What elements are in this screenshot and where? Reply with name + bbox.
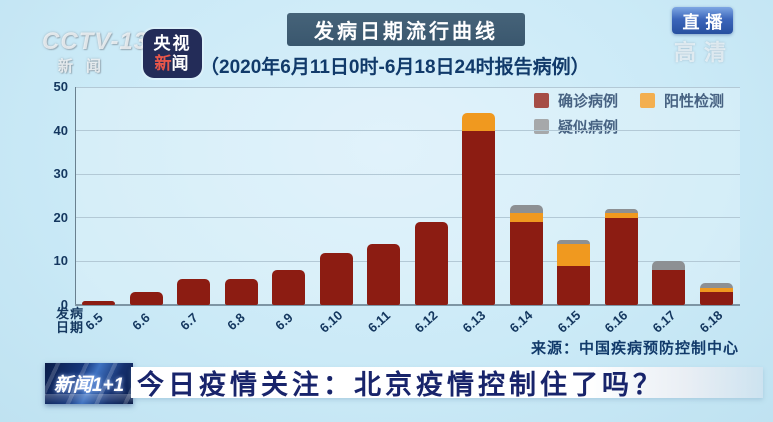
y-axis-tick-label: 10 — [53, 253, 68, 269]
x-axis-line — [75, 304, 740, 306]
legend-item-阳性检测: 阳性检测 — [640, 90, 724, 111]
x-axis-tick-label: 6.12 — [411, 307, 441, 336]
cctv-watermark-line1: CCTV-13 — [42, 28, 149, 55]
bar-6.14 — [509, 87, 543, 305]
x-axis-tick-label: 6.8 — [224, 309, 248, 334]
source-text: 来源：中国疾病预防控制中心 — [530, 340, 739, 357]
chart-subtitle: （2020年6月11日0时-6月18日24时报告病例） — [200, 57, 590, 78]
legend-swatch — [640, 93, 655, 108]
bar-segment-确诊病例 — [557, 265, 591, 305]
bar-segment-确诊病例 — [414, 222, 448, 305]
bar-segment-确诊病例 — [224, 278, 258, 305]
legend-label: 疑似病例 — [558, 119, 619, 136]
x-axis-tick-label: 6.11 — [364, 307, 393, 336]
gridline — [75, 260, 740, 262]
cctv-watermark-line2: 新闻 — [58, 58, 115, 75]
gridline — [75, 130, 740, 132]
bar-segment-确诊病例 — [82, 300, 116, 305]
bar-6.13 — [462, 87, 496, 305]
bar-segment-确诊病例 — [699, 291, 733, 305]
x-axis-title-line: 发病 — [56, 306, 85, 321]
bar-6.5 — [82, 87, 116, 305]
y-axis-tick-label: 20 — [53, 209, 68, 225]
hd-watermark: 高清 — [674, 40, 735, 65]
legend-label: 阳性检测 — [664, 93, 725, 110]
bar-6.17 — [652, 87, 686, 305]
bar-segment-阳性检测 — [462, 113, 496, 131]
bar-segment-疑似病例 — [557, 239, 591, 244]
badge-char-wen: 闻 — [171, 53, 191, 73]
bar-segment-确诊病例 — [652, 270, 686, 305]
legend-item-确诊病例: 确诊病例 — [534, 90, 640, 111]
gridline — [75, 86, 740, 88]
x-axis-tick-label: 6.9 — [272, 309, 296, 334]
bar-segment-确诊病例 — [177, 278, 211, 305]
badge-char-xin: 新 — [154, 53, 172, 73]
plot-area — [75, 87, 740, 305]
bar-segment-确诊病例 — [462, 130, 496, 305]
bar-6.15 — [557, 87, 591, 305]
y-axis-tick-label: 30 — [53, 166, 68, 182]
live-badge: 直播 — [672, 7, 733, 34]
bar-segment-确诊病例 — [129, 291, 163, 305]
bar-6.11 — [367, 87, 401, 305]
bar-6.18 — [699, 87, 733, 305]
bar-segment-确诊病例 — [319, 252, 353, 305]
bar-6.10 — [319, 87, 353, 305]
bar-segment-疑似病例 — [699, 283, 733, 288]
chart-title-banner: 发病日期流行曲线 — [287, 13, 525, 46]
y-axis-tick-label: 0 — [60, 297, 68, 312]
x-axis-title-line: 日期 — [56, 320, 85, 335]
bar-segment-疑似病例 — [652, 261, 686, 271]
gridline — [75, 217, 740, 219]
bar-segment-疑似病例 — [604, 209, 638, 214]
y-axis-tick-label: 50 — [53, 79, 68, 94]
bar-segment-确诊病例 — [272, 270, 306, 305]
bar-6.7 — [177, 87, 211, 305]
gridline — [75, 173, 740, 175]
y-axis-line — [75, 87, 76, 305]
legend-label: 确诊病例 — [558, 93, 619, 110]
bar-segment-确诊病例 — [509, 222, 543, 305]
bar-segment-确诊病例 — [367, 243, 401, 305]
program-logo: 新闻1+1 — [45, 363, 133, 404]
cctv-13-watermark: CCTV-13 新闻 — [42, 28, 149, 75]
x-axis-tick-label: 6.10 — [316, 307, 346, 336]
bar-6.16 — [604, 87, 638, 305]
bar-segment-阳性检测 — [699, 287, 733, 292]
cctv-news-badge-bottom: 新闻 — [155, 54, 191, 74]
program-logo-text: 新闻1+1 — [53, 375, 125, 396]
bar-segment-疑似病例 — [509, 204, 543, 214]
bar-segment-确诊病例 — [604, 217, 638, 305]
x-axis-tick-label: 6.13 — [459, 307, 489, 336]
bar-6.9 — [272, 87, 306, 305]
bar-6.8 — [224, 87, 258, 305]
x-axis-tick-label: 6.7 — [177, 309, 201, 334]
y-axis-tick-label: 40 — [53, 122, 68, 138]
headline-bar: 今日疫情关注：北京疫情控制住了吗？ — [131, 367, 763, 400]
cctv-news-badge-top: 央视 — [153, 33, 192, 53]
bar-segment-阳性检测 — [604, 213, 638, 218]
headline-text: 今日疫情关注：北京疫情控制住了吗？ — [137, 370, 664, 400]
bar-segment-阳性检测 — [557, 243, 591, 266]
x-axis-title: 发病 日期 — [56, 307, 84, 335]
bar-6.12 — [414, 87, 448, 305]
bar-segment-阳性检测 — [509, 213, 543, 223]
legend-swatch — [534, 93, 549, 108]
x-axis-tick-label: 6.6 — [129, 309, 153, 334]
cctv-news-badge: 央视 新闻 — [143, 29, 202, 78]
bar-6.6 — [129, 87, 163, 305]
